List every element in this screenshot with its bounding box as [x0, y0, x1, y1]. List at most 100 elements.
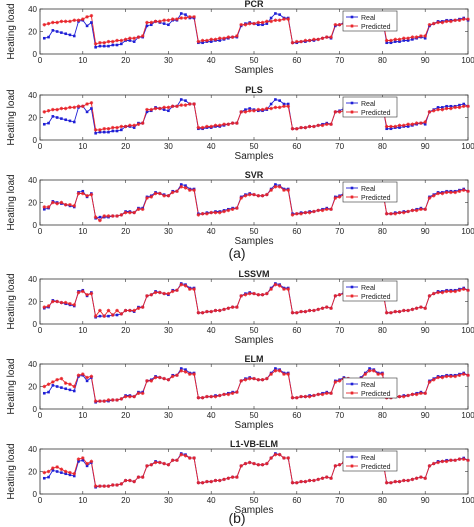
y-tick-label: 0: [33, 221, 38, 230]
data-point-predicted: [231, 305, 235, 309]
data-point-predicted: [166, 18, 170, 22]
data-point-predicted: [243, 110, 247, 114]
x-axis-label: Samples: [235, 236, 274, 247]
data-point-predicted: [440, 191, 444, 196]
data-point-real: [274, 98, 277, 101]
chart-panel-4: LSSVM 0 10 20 30 40 50 60 70 80 90 100 0 20 40 Samples H…: [6, 269, 474, 346]
legend-marker-real: [350, 101, 354, 105]
data-point-predicted: [192, 456, 196, 460]
data-point-predicted: [329, 35, 333, 39]
data-point-predicted: [363, 372, 367, 376]
data-point-real: [406, 125, 410, 128]
data-point-predicted: [449, 374, 453, 378]
data-point-predicted: [154, 191, 158, 196]
data-point-predicted: [449, 19, 453, 23]
x-tick-label: 20: [121, 56, 130, 65]
legend-marker-predicted: [350, 294, 354, 298]
data-point-predicted: [273, 369, 277, 373]
data-point-predicted: [89, 14, 93, 18]
data-point-predicted: [231, 121, 235, 125]
data-point-real: [47, 390, 50, 394]
data-point-real: [441, 106, 444, 109]
data-point-predicted: [273, 18, 277, 22]
data-point-real: [55, 385, 59, 388]
data-point-predicted: [64, 106, 68, 111]
legend-marker-predicted: [350, 195, 354, 199]
data-point-predicted: [449, 190, 453, 194]
chart-title: PLS: [245, 85, 263, 95]
data-point-predicted: [252, 462, 256, 466]
data-point-predicted: [256, 463, 260, 467]
data-point-predicted: [308, 478, 312, 483]
data-point-predicted: [162, 377, 166, 381]
data-point-predicted: [449, 289, 453, 293]
data-point-real: [47, 475, 50, 479]
chart-title: SVR: [245, 170, 264, 180]
data-point-real: [261, 23, 264, 27]
data-point-predicted: [308, 124, 312, 129]
data-point-predicted: [397, 310, 402, 314]
data-point-real: [184, 368, 187, 371]
data-point-predicted: [175, 189, 179, 193]
data-point-real: [115, 313, 119, 317]
y-tick-label: 40: [28, 360, 37, 369]
data-point-predicted: [226, 476, 230, 480]
chart-panel-2: PLS 0 10 20 30 40 50 60 70 80 90 100 0 20 40 Samples Hea…: [6, 85, 474, 162]
data-point-predicted: [466, 17, 470, 21]
data-point-predicted: [111, 40, 115, 44]
data-point-predicted: [402, 211, 406, 215]
data-point-real: [107, 314, 110, 318]
data-point-predicted: [235, 34, 239, 38]
data-point-predicted: [432, 378, 436, 382]
data-point-predicted: [316, 392, 320, 396]
data-point-predicted: [85, 462, 89, 466]
data-point-predicted: [158, 106, 162, 111]
data-point-predicted: [445, 459, 449, 463]
data-point-predicted: [415, 476, 419, 480]
data-point-predicted: [457, 457, 461, 461]
data-point-predicted: [162, 462, 166, 466]
data-point-predicted: [98, 218, 102, 223]
data-point-predicted: [316, 123, 320, 127]
data-point-real: [111, 43, 115, 47]
data-point-real: [42, 476, 46, 480]
x-tick-label: 0: [38, 326, 43, 335]
data-point-predicted: [282, 188, 286, 192]
data-point-predicted: [89, 101, 93, 105]
data-point-predicted: [218, 123, 222, 127]
data-point-predicted: [248, 22, 252, 26]
data-point-predicted: [226, 208, 230, 212]
legend-label-predicted: Predicted: [361, 391, 391, 398]
data-point-predicted: [299, 126, 303, 130]
data-point-predicted: [201, 311, 205, 315]
data-point-predicted: [252, 292, 256, 296]
data-point-predicted: [179, 283, 183, 287]
data-point-predicted: [453, 458, 457, 462]
data-point-predicted: [235, 390, 239, 394]
data-point-predicted: [98, 308, 102, 313]
data-point-predicted: [393, 124, 397, 129]
data-point-real: [184, 13, 187, 16]
data-point-predicted: [308, 38, 312, 43]
x-tick-label: 10: [78, 227, 87, 236]
legend-marker-predicted: [350, 24, 354, 28]
data-point-predicted: [453, 374, 457, 378]
legend: Real Predicted: [342, 96, 398, 118]
x-tick-label: 20: [121, 411, 130, 420]
data-point-predicted: [466, 458, 470, 462]
data-point-predicted: [89, 193, 93, 197]
chart-title: L1-VB-ELM: [230, 439, 278, 449]
data-point-predicted: [427, 196, 432, 200]
x-tick-label: 20: [121, 227, 130, 236]
data-point-predicted: [299, 212, 303, 216]
data-point-predicted: [368, 369, 372, 373]
data-point-predicted: [440, 375, 444, 380]
data-point-predicted: [76, 18, 81, 22]
y-tick-label: 0: [33, 490, 38, 499]
data-point-predicted: [295, 311, 299, 315]
data-point-predicted: [256, 194, 260, 198]
data-point-predicted: [72, 384, 76, 389]
data-point-predicted: [397, 123, 402, 127]
data-point-real: [128, 39, 132, 42]
data-point-predicted: [466, 373, 470, 377]
